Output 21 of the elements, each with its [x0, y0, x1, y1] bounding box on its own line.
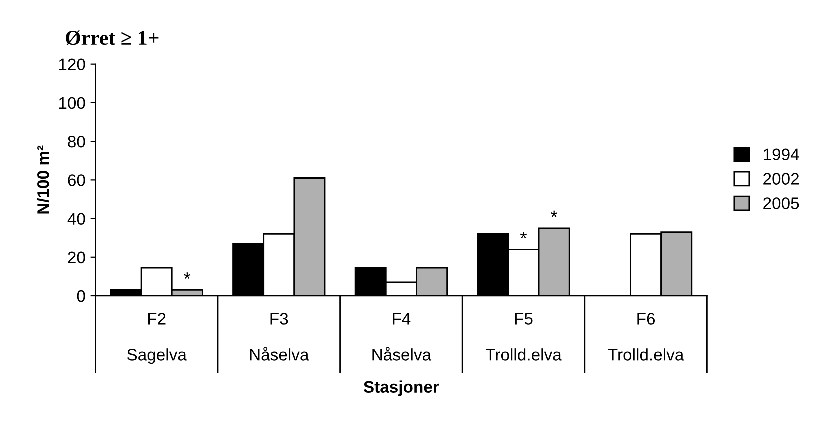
- y-tick-label: 0: [77, 290, 86, 302]
- y-tick-label: 60: [68, 174, 86, 186]
- y-tick-label: 100: [59, 97, 86, 110]
- y-axis-title: N/100 m²: [37, 146, 50, 214]
- y-tick-label: 40: [68, 213, 86, 225]
- y-tick-label: 20: [68, 252, 86, 264]
- category-label: F2 Sagelva: [127, 313, 187, 364]
- category-label: F4 Nåselva: [372, 313, 432, 361]
- legend-label: 2005: [764, 198, 800, 210]
- category-label: F6 Trolld.elva: [608, 313, 684, 361]
- data-label: *: [520, 232, 527, 238]
- x-axis-title: Stasjoner: [364, 380, 440, 396]
- y-tick-label: 80: [68, 136, 86, 148]
- legend-label: 2002: [764, 173, 800, 185]
- legend-label: 1994: [764, 148, 800, 160]
- y-tick-label: 120: [59, 58, 86, 71]
- chart-title: Ørret ≥ 1+: [66, 30, 159, 46]
- category-label: F3 Nåselva: [250, 313, 310, 361]
- data-label: *: [184, 272, 191, 279]
- category-label: F5 Trolld.elva: [486, 313, 562, 361]
- data-label: *: [551, 210, 558, 218]
